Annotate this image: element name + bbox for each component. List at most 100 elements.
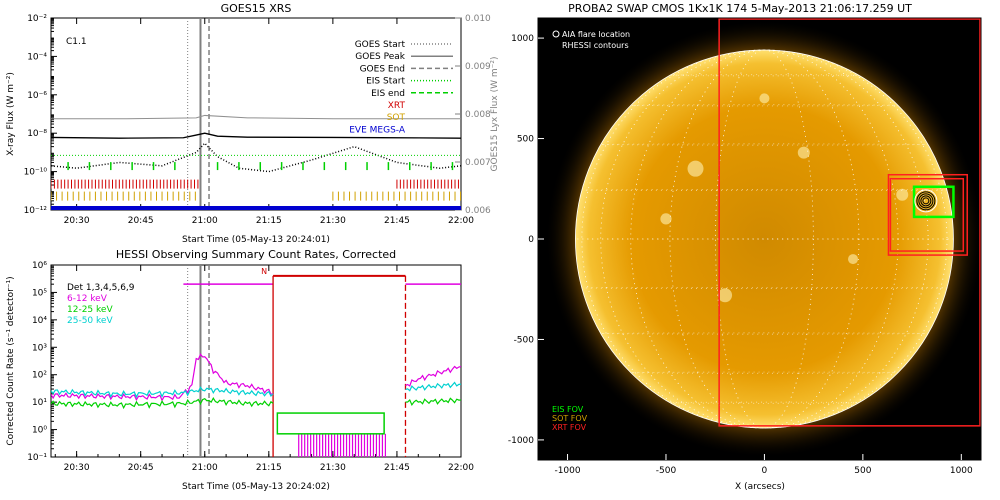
hessi-ylabel: Corrected Count Rate (s⁻¹ detector⁻¹) bbox=[6, 276, 16, 445]
legend-label-eis-end: EIS end bbox=[371, 89, 405, 99]
legend-label-eve-megs-a: EVE MEGS-A bbox=[349, 125, 406, 135]
night-green-box bbox=[276, 412, 385, 435]
legend-label-goes-start: GOES Start bbox=[355, 40, 406, 50]
solar-disk bbox=[575, 49, 954, 429]
x-tick-label: 21:15 bbox=[256, 216, 282, 226]
series-25-50-kev-line bbox=[51, 386, 274, 399]
active-region bbox=[759, 93, 770, 104]
hessi-detector-label: Det 1,3,4,5,6,9 bbox=[67, 283, 135, 293]
legend-label: AIA flare location bbox=[562, 30, 630, 39]
y-tick-label: 1000 bbox=[511, 34, 534, 44]
legend-12-25-kev: 12-25 keV bbox=[67, 305, 113, 315]
x-tick-label: 20:45 bbox=[128, 463, 154, 473]
x-tick-label: 500 bbox=[854, 466, 871, 476]
y-tick-label: 10⁻⁸ bbox=[27, 129, 47, 139]
active-region bbox=[797, 146, 810, 159]
x-tick-label: 21:00 bbox=[192, 463, 218, 473]
rhessi-contour bbox=[922, 197, 930, 205]
rhessi-contour bbox=[920, 195, 932, 207]
goes-data bbox=[51, 18, 461, 210]
x-tick-label: 21:45 bbox=[384, 463, 410, 473]
legend-25-50-kev: 25-50 keV bbox=[67, 316, 113, 326]
goes-short-channel-line bbox=[51, 142, 461, 173]
active-region bbox=[660, 213, 672, 225]
y-tick-label: -500 bbox=[514, 335, 535, 345]
series-12-25-kev-line bbox=[51, 396, 274, 410]
y-tick-label: 500 bbox=[517, 135, 534, 145]
x-tick-label: 22:00 bbox=[448, 463, 474, 473]
y2-tick-label: 0.007 bbox=[465, 158, 491, 168]
goes-title: GOES15 XRS bbox=[221, 2, 292, 15]
x-tick-label: 21:30 bbox=[320, 463, 346, 473]
goes-y2label: GOES15 Lyx Flux (W m⁻²) bbox=[490, 57, 500, 172]
y-tick-label: 10² bbox=[32, 371, 47, 381]
hessi-plot-frame bbox=[50, 264, 462, 458]
x-tick-label: 20:30 bbox=[64, 216, 90, 226]
legend-label-goes-peak: GOES Peak bbox=[355, 52, 405, 62]
y-tick-label: 10⁵ bbox=[32, 288, 47, 298]
goes-axes: 20:30 20:45 21:00 21:15 21:30 21:45 22:00 10⁻¹²… bbox=[24, 14, 491, 226]
legend-label-xrt: XRT bbox=[388, 101, 406, 111]
series-12-25-kev-line-after-night bbox=[405, 397, 461, 407]
x-tick-label: -500 bbox=[656, 466, 677, 476]
swap-image bbox=[547, 18, 982, 457]
hessi-xlabel: Start Time (05-May-13 20:24:02) bbox=[182, 482, 330, 492]
x-tick-label: 1000 bbox=[950, 466, 973, 476]
y2-tick-label: 0.008 bbox=[465, 110, 491, 120]
y-tick-label: 0 bbox=[528, 235, 534, 245]
limb-circle bbox=[575, 49, 954, 429]
x-tick-label: -1000 bbox=[554, 466, 580, 476]
hessi-data bbox=[51, 265, 461, 457]
rhessi-contour bbox=[916, 191, 936, 211]
swap-title: PROBA2 SWAP CMOS 1Kx1K 174 5-May-2013 21… bbox=[568, 2, 912, 15]
aia-flare-location bbox=[914, 189, 938, 213]
legend-label-eis-start: EIS Start bbox=[366, 77, 405, 87]
legend-label-sot: SOT bbox=[387, 113, 406, 123]
y-tick-label: 10⁻² bbox=[27, 14, 47, 24]
y2-tick-label: 0.009 bbox=[465, 62, 491, 72]
y-tick-label: -1000 bbox=[508, 436, 534, 446]
x-tick-label: 20:45 bbox=[128, 216, 154, 226]
hessi-panel: HESSI Observing Summary Count Rates, Cor… bbox=[6, 248, 474, 492]
legend-label: RHESSI contours bbox=[562, 41, 629, 50]
legend-label-goes-end: GOES End bbox=[360, 64, 405, 74]
grid-longitude bbox=[669, 49, 860, 429]
legend-marker bbox=[552, 30, 560, 38]
fov-legend-label: XRT FOV bbox=[552, 423, 587, 432]
y2-tick-label: 0.006 bbox=[465, 206, 491, 216]
goes-xrs-panel: GOES15 XRS C1.1 X-ray Flux (W m⁻²) GOES1… bbox=[6, 2, 500, 245]
x-tick-label: 20:30 bbox=[64, 463, 90, 473]
goes-lyman-alpha-line bbox=[51, 114, 461, 120]
y-tick-label: 10⁴ bbox=[32, 316, 47, 326]
series-6-12-kev-line-after-night bbox=[405, 365, 461, 387]
y-tick-label: 10⁻¹² bbox=[24, 206, 48, 216]
fov-box-sot bbox=[889, 177, 965, 252]
active-region bbox=[687, 160, 704, 177]
goes-ylabel: X-ray Flux (W m⁻²) bbox=[6, 72, 16, 156]
goes-long-channel-line bbox=[51, 132, 461, 139]
x-tick-label: 21:30 bbox=[320, 216, 346, 226]
y-tick-label: 10⁻⁴ bbox=[27, 52, 47, 62]
y-tick-label: 10³ bbox=[32, 343, 47, 353]
y-tick-label: 10⁰ bbox=[32, 426, 47, 436]
goes-legend: GOES Start GOES Peak GOES End EIS Start EIS … bbox=[349, 40, 453, 135]
x-tick-label: 21:45 bbox=[384, 216, 410, 226]
y-tick-label: 10⁻⁶ bbox=[27, 91, 47, 101]
fov-legend-label: EIS FOV bbox=[552, 405, 584, 414]
swap-image-panel: PROBA2 SWAP CMOS 1Kx1K 174 5-May-2013 21… bbox=[508, 2, 982, 492]
y-tick-label: 10⁻¹⁰ bbox=[24, 168, 48, 178]
legend-marker bbox=[552, 41, 560, 49]
legend-6-12-kev: 6-12 keV bbox=[67, 294, 108, 304]
x-tick-label: 0 bbox=[762, 466, 768, 476]
hessi-title: HESSI Observing Summary Count Rates, Cor… bbox=[116, 248, 396, 261]
fov-box-xrt-big bbox=[718, 18, 981, 427]
hessi-axes: 20:30 20:45 21:00 21:15 21:30 21:45 22:00 10⁻¹ 1… bbox=[27, 261, 474, 473]
x-tick-label: 21:00 bbox=[192, 216, 218, 226]
active-region bbox=[718, 288, 733, 303]
active-region bbox=[896, 188, 909, 201]
swap-legend: AIA flare location RHESSI contours EIS FOV… bbox=[552, 30, 630, 432]
x-tick-label: 22:00 bbox=[448, 216, 474, 226]
y-tick-label: 10⁶ bbox=[32, 261, 47, 271]
